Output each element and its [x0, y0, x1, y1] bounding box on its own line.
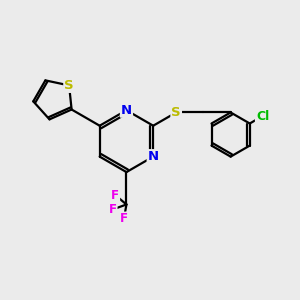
- Text: S: S: [171, 106, 181, 119]
- Text: F: F: [109, 203, 117, 216]
- Text: Cl: Cl: [256, 110, 269, 123]
- Text: N: N: [148, 150, 159, 163]
- Text: F: F: [120, 212, 128, 226]
- Text: N: N: [121, 104, 132, 117]
- Text: F: F: [111, 188, 119, 202]
- Text: S: S: [64, 79, 74, 92]
